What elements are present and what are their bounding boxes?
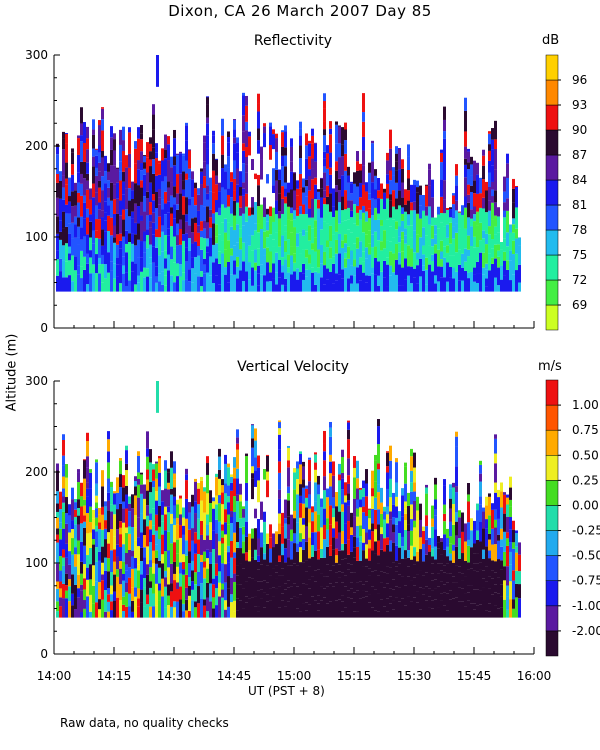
colorbar-swatch	[545, 605, 559, 632]
colorbar-swatch	[545, 555, 559, 581]
data-field	[56, 55, 521, 292]
velocity-colorbar: -2.00 -1.00 -0.75 -0.50 -0.25 0.00 0.25 0.50 0.7…	[545, 379, 600, 657]
colorbar-swatch	[545, 254, 559, 281]
reflectivity-panel-title: Reflectivity	[253, 33, 333, 49]
y-tick-label: 200	[25, 465, 48, 479]
colorbar-tick-label: 84	[572, 173, 587, 187]
colorbar-tick-label: 87	[572, 148, 587, 162]
colorbar-tick-label: 93	[572, 98, 587, 112]
y-tick-label: 100	[25, 230, 48, 244]
y-tick-label: 300	[25, 48, 48, 62]
colorbar-swatch	[545, 154, 559, 181]
x-axis-label: UT (PST + 8)	[248, 684, 325, 698]
colorbar-tick-label: -0.75	[572, 574, 600, 588]
colorbar-swatch	[545, 630, 559, 657]
isolated-echo	[156, 55, 159, 87]
x-tick-label: 16:00	[517, 669, 552, 683]
reflectivity-panel: 0 100 200 300 69 72 75 78 81 84 87 90 93 96	[25, 48, 587, 335]
reflectivity-colorbar-unit: dB	[542, 33, 560, 48]
colorbar-swatch	[545, 129, 559, 156]
colorbar-tick-label: -0.25	[572, 524, 600, 538]
x-tick-label: 14:15	[97, 669, 132, 683]
x-tick-label: 15:15	[337, 669, 372, 683]
x-tick-label: 14:30	[157, 669, 192, 683]
reflectivity-colorbar: 69 72 75 78 81 84 87 90 93 96	[545, 54, 587, 331]
colorbar-swatch	[545, 54, 559, 81]
x-tick-label: 15:30	[397, 669, 432, 683]
colorbar-swatch	[545, 530, 559, 556]
colorbar-swatch	[545, 179, 559, 206]
colorbar-swatch	[545, 204, 559, 231]
colorbar-tick-label: 90	[572, 123, 587, 137]
colorbar-tick-label: 96	[572, 73, 587, 87]
x-tick-label: 14:00	[37, 669, 72, 683]
colorbar-swatch	[545, 404, 559, 431]
y-tick-label: 300	[25, 374, 48, 388]
data-field	[56, 381, 521, 618]
colorbar-tick-label: 81	[572, 198, 587, 212]
isolated-echo	[156, 381, 159, 413]
colorbar-swatch	[545, 505, 559, 531]
colorbar-tick-label: -1.00	[572, 599, 600, 613]
colorbar-swatch	[545, 429, 559, 456]
colorbar-swatch	[545, 79, 559, 106]
y-tick-label: 200	[25, 139, 48, 153]
footnote: Raw data, no quality checks	[60, 716, 229, 730]
colorbar-swatch	[545, 229, 559, 256]
x-tick-label: 15:00	[277, 669, 312, 683]
colorbar-swatch	[545, 279, 559, 306]
y-tick-label: 100	[25, 556, 48, 570]
colorbar-tick-label: 69	[572, 298, 587, 312]
y-tick-label: 0	[40, 321, 48, 335]
y-tick-label: 0	[40, 647, 48, 661]
velocity-colorbar-unit: m/s	[538, 359, 562, 374]
colorbar-tick-label: 0.50	[572, 448, 599, 462]
colorbar-swatch	[545, 104, 559, 131]
colorbar-tick-label: -0.50	[572, 549, 600, 563]
figure-title: Dixon, CA 26 March 2007 Day 85	[168, 2, 432, 20]
colorbar-swatch	[545, 304, 559, 331]
colorbar-swatch	[545, 480, 559, 506]
colorbar-tick-label: -2.00	[572, 624, 600, 638]
velocity-panel: 0 100 200 300 14:00 14:15 14:30 14:45 15:00 15:15…	[25, 374, 600, 683]
x-tick-label: 14:45	[217, 669, 252, 683]
colorbar-swatch	[545, 455, 559, 481]
colorbar-tick-label: 78	[572, 223, 587, 237]
colorbar-tick-label: 0.75	[572, 423, 599, 437]
colorbar-tick-label: 0.25	[572, 473, 599, 487]
colorbar-tick-label: 75	[572, 248, 587, 262]
velocity-panel-title: Vertical Velocity	[237, 359, 349, 375]
colorbar-swatch	[545, 379, 559, 406]
colorbar-tick-label: 1.00	[572, 398, 599, 412]
x-tick-label: 15:45	[457, 669, 492, 683]
colorbar-tick-label: 0.00	[572, 498, 599, 512]
colorbar-swatch	[545, 580, 559, 607]
colorbar-tick-label: 72	[572, 273, 587, 287]
